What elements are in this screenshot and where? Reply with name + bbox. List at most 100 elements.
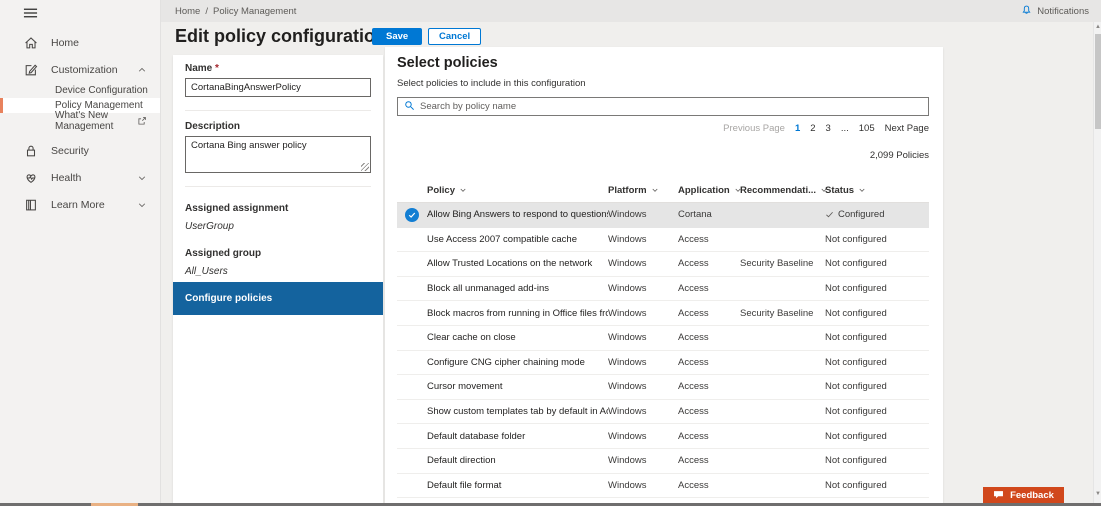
sidebar-item-device-configuration[interactable]: Device Configuration (0, 83, 160, 98)
assigned-assignment-label: Assigned assignment (185, 203, 289, 214)
column-header-application[interactable]: Application (678, 185, 741, 196)
policy-name-cell: Default direction (427, 455, 496, 467)
sidebar-item-what-s-new-management[interactable]: What's New Management (0, 110, 160, 132)
table-row[interactable]: Block all unmanaged add-ins Windows Access… (397, 277, 929, 302)
name-input[interactable] (185, 78, 371, 97)
status-cell: Not configured (825, 308, 929, 319)
breadcrumb-policy-management[interactable]: Policy Management (212, 5, 297, 17)
platform-cell: Windows (608, 406, 647, 418)
column-header-platform[interactable]: Platform (608, 185, 678, 196)
select-policies-panel: Select policies Select policies to inclu… (385, 47, 943, 503)
status-cell: Not configured (825, 258, 929, 269)
status-cell: Not configured (825, 406, 929, 417)
table-row[interactable]: Block macros from running in Office file… (397, 301, 929, 326)
column-header-recommendati[interactable]: Recommendati... (740, 184, 827, 196)
required-asterisk: * (215, 63, 219, 74)
application-cell: Cortana (678, 209, 712, 221)
table-row[interactable]: Show custom templates tab by default in … (397, 400, 929, 425)
sidebar-item-label: Home (51, 36, 80, 49)
column-header-status[interactable]: Status (825, 185, 929, 196)
sidebar-item-customization[interactable]: Customization (0, 56, 160, 83)
breadcrumb-home[interactable]: Home (175, 5, 201, 17)
divider (185, 110, 371, 111)
scrollbar-thumb[interactable] (1095, 34, 1101, 129)
next-page-button[interactable]: Next Page (884, 123, 929, 134)
status-cell: Not configured (825, 431, 929, 442)
table-row[interactable]: Use Access 2007 compatible cache Windows A… (397, 228, 929, 253)
chevron-up-icon (137, 65, 147, 75)
table-row[interactable]: Allow Trusted Locations on the network Wi… (397, 252, 929, 277)
page-numbers: 1 2 3... 105 (795, 123, 875, 134)
table-row[interactable]: Configure CNG cipher chaining mode Window… (397, 351, 929, 376)
status-cell: Not configured (825, 234, 929, 245)
status-label: Not configured (825, 455, 887, 467)
configure-policies-tab[interactable]: Configure policies (173, 282, 383, 315)
table-row[interactable]: Cursor movement Windows Access Not configur… (397, 375, 929, 400)
column-header-policy[interactable]: Policy (427, 185, 608, 196)
sidebar-nav: Home Customization Device Configuration Pol… (0, 29, 160, 218)
notifications-button[interactable]: Notifications (1021, 0, 1089, 22)
policy-name-cell: Allow Bing Answers to respond to questio… (427, 209, 608, 221)
assigned-assignment-value: UserGroup (185, 221, 234, 232)
sidebar-item-health[interactable]: Health (0, 164, 160, 191)
policy-search-input[interactable] (420, 101, 922, 112)
sidebar-item-label: Customization (51, 63, 118, 76)
sidebar-item-label: Health (51, 171, 82, 184)
platform-cell: Windows (608, 455, 647, 467)
platform-cell: Windows (608, 283, 647, 295)
sort-chevron-icon (858, 186, 866, 194)
row-select-cell[interactable] (397, 207, 427, 222)
cancel-button[interactable]: Cancel (428, 28, 482, 45)
page-number-2[interactable]: 2 (810, 123, 816, 134)
breadcrumb: Home / Policy Management (175, 0, 296, 22)
sidebar: Home Customization Device Configuration Pol… (0, 0, 161, 503)
sidebar-item-learn-more[interactable]: Learn More (0, 191, 160, 218)
hamburger-menu-icon[interactable] (23, 6, 38, 18)
sidebar-item-home[interactable]: Home (0, 29, 160, 56)
vertical-scrollbar[interactable]: ▲ ▼ (1093, 22, 1101, 503)
status-cell: Not configured (825, 455, 929, 466)
page-number-105[interactable]: 105 (858, 123, 875, 134)
feedback-button[interactable]: Feedback (983, 487, 1064, 504)
status-cell: Configured (825, 209, 929, 220)
status-label: Not configured (825, 406, 887, 418)
table-row[interactable]: Allow Bing Answers to respond to questio… (397, 203, 929, 228)
platform-cell: Windows (608, 209, 647, 221)
table-header: Policy Platform Application Recommendati...… (397, 178, 929, 203)
previous-page-button[interactable]: Previous Page (723, 123, 785, 134)
search-icon (404, 98, 415, 116)
selected-check-icon (405, 207, 419, 222)
page-number-3[interactable]: 3 (825, 123, 831, 134)
table-row[interactable]: Default direction Windows Access Not config… (397, 449, 929, 474)
application-cell: Access (678, 356, 709, 368)
description-input[interactable]: Cortana Bing answer policy (186, 137, 370, 172)
policy-name-cell: Cursor movement (427, 381, 503, 393)
status-label: Not configured (825, 356, 887, 368)
chevron-down-icon (137, 173, 147, 183)
policy-name-cell: Show custom templates tab by default in … (427, 406, 608, 418)
top-bar: Home / Policy Management Notifications (0, 0, 1101, 22)
status-label: Not configured (825, 381, 887, 393)
sidebar-item-label: Policy Management (55, 100, 143, 111)
resize-grip-icon[interactable] (361, 163, 369, 171)
policy-name-cell: Default file format (427, 479, 502, 491)
platform-cell: Windows (608, 233, 647, 245)
table-row[interactable]: Default file format Windows Access Not conf… (397, 474, 929, 499)
column-header-label: Policy (427, 184, 455, 196)
sidebar-item-security[interactable]: Security (0, 137, 160, 164)
column-header-label: Recommendati... (740, 184, 817, 196)
sidebar-item-policy-management[interactable]: Policy Management (0, 98, 160, 113)
table-row[interactable]: Clear cache on close Windows Access Not con… (397, 326, 929, 351)
scroll-up-icon[interactable]: ▲ (1095, 24, 1101, 30)
status-label: Not configured (825, 332, 887, 344)
page-number-1[interactable]: 1 (794, 123, 801, 134)
table-row[interactable]: Default database folder Windows Access Not … (397, 424, 929, 449)
save-button[interactable]: Save (372, 28, 423, 45)
configured-check-icon (825, 210, 834, 219)
scroll-down-icon[interactable]: ▼ (1095, 491, 1101, 497)
application-cell: Access (678, 283, 709, 295)
status-cell: Not configured (825, 480, 929, 491)
sort-chevron-icon (651, 186, 659, 194)
column-header-label: Status (825, 184, 855, 196)
notifications-label: Notifications (1037, 5, 1089, 17)
